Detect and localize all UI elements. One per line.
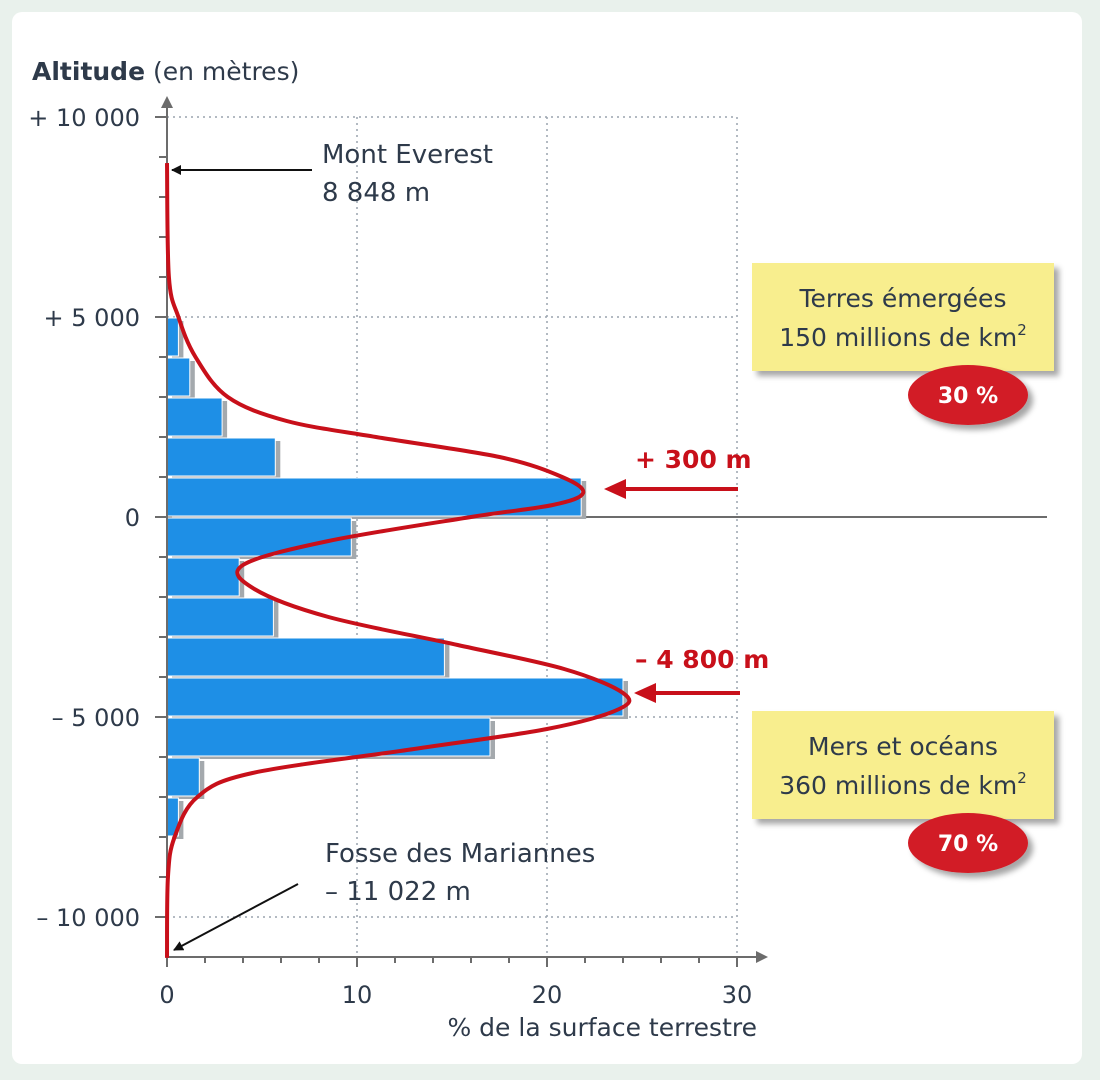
bar (166, 637, 445, 677)
sea-peak-label: – 4 800 m (635, 645, 769, 674)
land-area-box: Terres émergées 150 millions de km2 30 % (752, 263, 1054, 425)
y-tick-label: 0 (125, 504, 140, 532)
bar (166, 597, 274, 637)
distribution-curve (165, 163, 632, 958)
sea-percent: 70 % (938, 832, 998, 857)
land-box-bg (752, 263, 1054, 371)
land-percent-badge (908, 365, 1028, 425)
bar (166, 437, 276, 477)
bar (166, 397, 223, 437)
y-tick-label: + 5 000 (44, 304, 140, 332)
x-axis-arrowhead (756, 951, 768, 963)
bar (166, 517, 352, 557)
marianas-label: Fosse des Mariannes (325, 839, 595, 869)
curve-line (165, 163, 632, 958)
bar (166, 677, 624, 717)
bar (166, 357, 191, 397)
y-tick-label: – 5 000 (52, 704, 140, 732)
x-axis-label: % de la surface terrestre (447, 1013, 757, 1042)
sea-area-box: Mers et océans 360 millions de km2 70 % (752, 711, 1054, 873)
y-tick-label: – 10 000 (36, 904, 140, 932)
x-tick-labels: 0 10 20 30 (159, 981, 752, 1009)
marianas-arrow (173, 883, 299, 951)
bars (166, 317, 628, 839)
bar (166, 757, 200, 797)
land-peak-label: + 300 m (635, 445, 752, 474)
sea-peak-arrowhead (634, 683, 656, 703)
y-axis-arrowhead (161, 96, 173, 108)
sea-box-bg (752, 711, 1054, 819)
bar (166, 557, 240, 597)
y-tick-labels: + 10 000 + 5 000 0 – 5 000 – 10 000 (28, 104, 140, 932)
x-tick-label: 30 (722, 981, 753, 1009)
x-tick-label: 20 (532, 981, 563, 1009)
land-box-title: Terres émergées (799, 284, 1007, 313)
y-tick-label: + 10 000 (28, 104, 140, 132)
y-axis-label: Altitude (en mètres) (32, 57, 299, 86)
sea-box-title: Mers et océans (808, 732, 998, 761)
everest-label: Mont Everest (322, 140, 493, 170)
land-box-area: 150 millions de km2 (779, 321, 1027, 352)
sea-box-area: 360 millions de km2 (779, 769, 1027, 800)
bar (166, 717, 491, 757)
bar (166, 317, 179, 357)
x-tick-label: 0 (159, 981, 174, 1009)
land-percent: 30 % (938, 384, 998, 409)
marianas-depth: – 11 022 m (325, 877, 471, 907)
land-peak-arrowhead (604, 479, 626, 499)
sea-percent-badge (908, 813, 1028, 873)
everest-altitude: 8 848 m (322, 178, 430, 208)
x-tick-label: 10 (342, 981, 373, 1009)
